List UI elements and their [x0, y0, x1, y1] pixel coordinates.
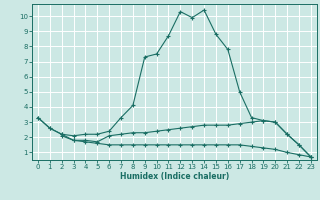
X-axis label: Humidex (Indice chaleur): Humidex (Indice chaleur) — [120, 172, 229, 181]
